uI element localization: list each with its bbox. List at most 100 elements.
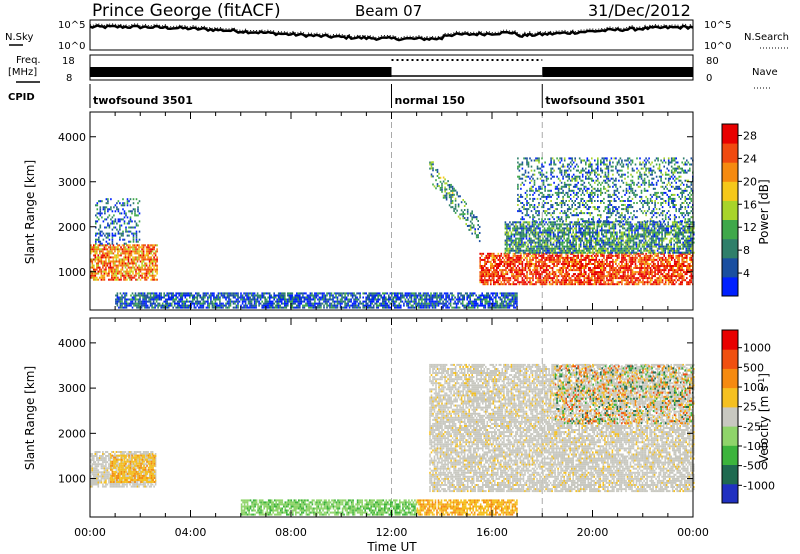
heatmap-cell bbox=[530, 246, 532, 248]
heatmap-cell bbox=[329, 303, 331, 305]
heatmap-cell bbox=[166, 301, 168, 303]
heatmap-cell bbox=[203, 297, 205, 299]
heatmap-cell bbox=[175, 292, 177, 294]
heatmap-cell bbox=[123, 263, 125, 265]
heatmap-cell bbox=[438, 295, 440, 297]
heatmap-cell bbox=[575, 252, 577, 254]
heatmap-cell bbox=[569, 246, 571, 248]
heatmap-cell bbox=[391, 292, 393, 294]
heatmap-cell bbox=[641, 265, 643, 267]
heatmap-cell bbox=[150, 305, 152, 307]
heatmap-cell bbox=[606, 283, 608, 285]
heatmap-cell bbox=[153, 261, 155, 263]
heatmap-cell bbox=[165, 301, 167, 303]
heatmap-cell bbox=[492, 295, 494, 297]
heatmap-cell bbox=[138, 301, 140, 303]
heatmap-cell bbox=[380, 305, 382, 307]
heatmap-cell bbox=[515, 292, 517, 294]
heatmap-cell bbox=[657, 271, 659, 273]
heatmap-cell bbox=[511, 248, 513, 250]
heatmap-cell bbox=[433, 305, 435, 307]
heatmap-cell bbox=[364, 292, 366, 294]
heatmap-cell bbox=[143, 256, 145, 258]
heatmap-cell bbox=[474, 303, 476, 305]
heatmap-cell bbox=[155, 250, 157, 252]
heatmap-cell bbox=[356, 307, 358, 309]
heatmap-cell bbox=[493, 277, 495, 279]
heatmap-cell bbox=[118, 301, 120, 303]
heatmap-cell bbox=[487, 253, 489, 255]
heatmap-cell bbox=[493, 259, 495, 261]
heatmap-cell bbox=[101, 259, 103, 261]
heatmap-cell bbox=[110, 279, 112, 281]
heatmap-cell bbox=[101, 235, 103, 237]
heatmap-cell bbox=[100, 241, 102, 243]
heatmap-cell bbox=[302, 297, 304, 299]
heatmap-cell bbox=[576, 257, 578, 259]
heatmap-cell bbox=[599, 275, 601, 277]
heatmap-cell bbox=[504, 283, 506, 285]
heatmap-cell bbox=[612, 283, 614, 285]
heatmap-cell bbox=[129, 269, 131, 271]
heatmap-cell bbox=[633, 259, 635, 261]
heatmap-cell bbox=[233, 307, 235, 309]
heatmap-cell bbox=[659, 269, 661, 271]
heatmap-cell bbox=[614, 277, 616, 279]
heatmap-cell bbox=[95, 235, 97, 237]
heatmap-cell bbox=[102, 248, 104, 250]
heatmap-cell bbox=[577, 261, 579, 263]
heatmap-cell bbox=[326, 305, 328, 307]
heatmap-cell bbox=[276, 299, 278, 301]
heatmap-cell bbox=[248, 299, 250, 301]
heatmap-cell bbox=[111, 267, 113, 269]
heatmap-cell bbox=[152, 248, 154, 250]
heatmap-cell bbox=[691, 269, 693, 271]
heatmap-cell bbox=[562, 242, 564, 244]
heatmap-cell bbox=[283, 295, 285, 297]
heatmap-cell bbox=[198, 295, 200, 297]
heatmap-cell bbox=[240, 295, 242, 297]
heatmap-cell bbox=[565, 232, 567, 234]
heatmap-cell bbox=[541, 259, 543, 261]
heatmap-cell bbox=[147, 271, 149, 273]
heatmap-cell bbox=[691, 255, 693, 257]
heatmap-cell bbox=[630, 265, 632, 267]
heatmap-cell bbox=[230, 301, 232, 303]
heatmap-cell bbox=[591, 269, 593, 271]
heatmap-cell bbox=[678, 275, 680, 277]
heatmap-cell bbox=[662, 273, 664, 275]
heatmap-cell bbox=[512, 305, 514, 307]
heatmap-cell bbox=[107, 210, 109, 212]
heatmap-cell bbox=[559, 259, 561, 261]
heatmap-cell bbox=[651, 277, 653, 279]
heatmap-cell bbox=[630, 281, 632, 283]
heatmap-cell bbox=[295, 295, 297, 297]
heatmap-cell bbox=[562, 275, 564, 277]
heatmap-cell bbox=[156, 271, 158, 273]
heatmap-cell bbox=[440, 177, 442, 179]
heatmap-cell bbox=[542, 240, 544, 242]
heatmap-cell bbox=[99, 259, 101, 261]
heatmap-cell bbox=[680, 269, 682, 271]
heatmap-cell bbox=[514, 269, 516, 271]
heatmap-cell bbox=[150, 248, 152, 250]
heatmap-cell bbox=[299, 292, 301, 294]
heatmap-cell bbox=[137, 259, 139, 261]
heatmap-cell bbox=[444, 189, 446, 191]
heatmap-cell bbox=[639, 271, 641, 273]
heatmap-cell bbox=[526, 242, 528, 244]
heatmap-cell bbox=[397, 305, 399, 307]
heatmap-cell bbox=[388, 297, 390, 299]
heatmap-cell bbox=[566, 252, 568, 254]
heatmap-cell bbox=[111, 275, 113, 277]
heatmap-cell bbox=[292, 292, 294, 294]
heatmap-cell bbox=[545, 246, 547, 248]
heatmap-cell bbox=[526, 236, 528, 238]
heatmap-cell bbox=[490, 255, 492, 257]
heatmap-cell bbox=[507, 292, 509, 294]
heatmap-cell bbox=[642, 275, 644, 277]
heatmap-cell bbox=[95, 252, 97, 254]
heatmap-cell bbox=[571, 265, 573, 267]
heatmap-cell bbox=[443, 181, 445, 183]
heatmap-cell bbox=[620, 275, 622, 277]
